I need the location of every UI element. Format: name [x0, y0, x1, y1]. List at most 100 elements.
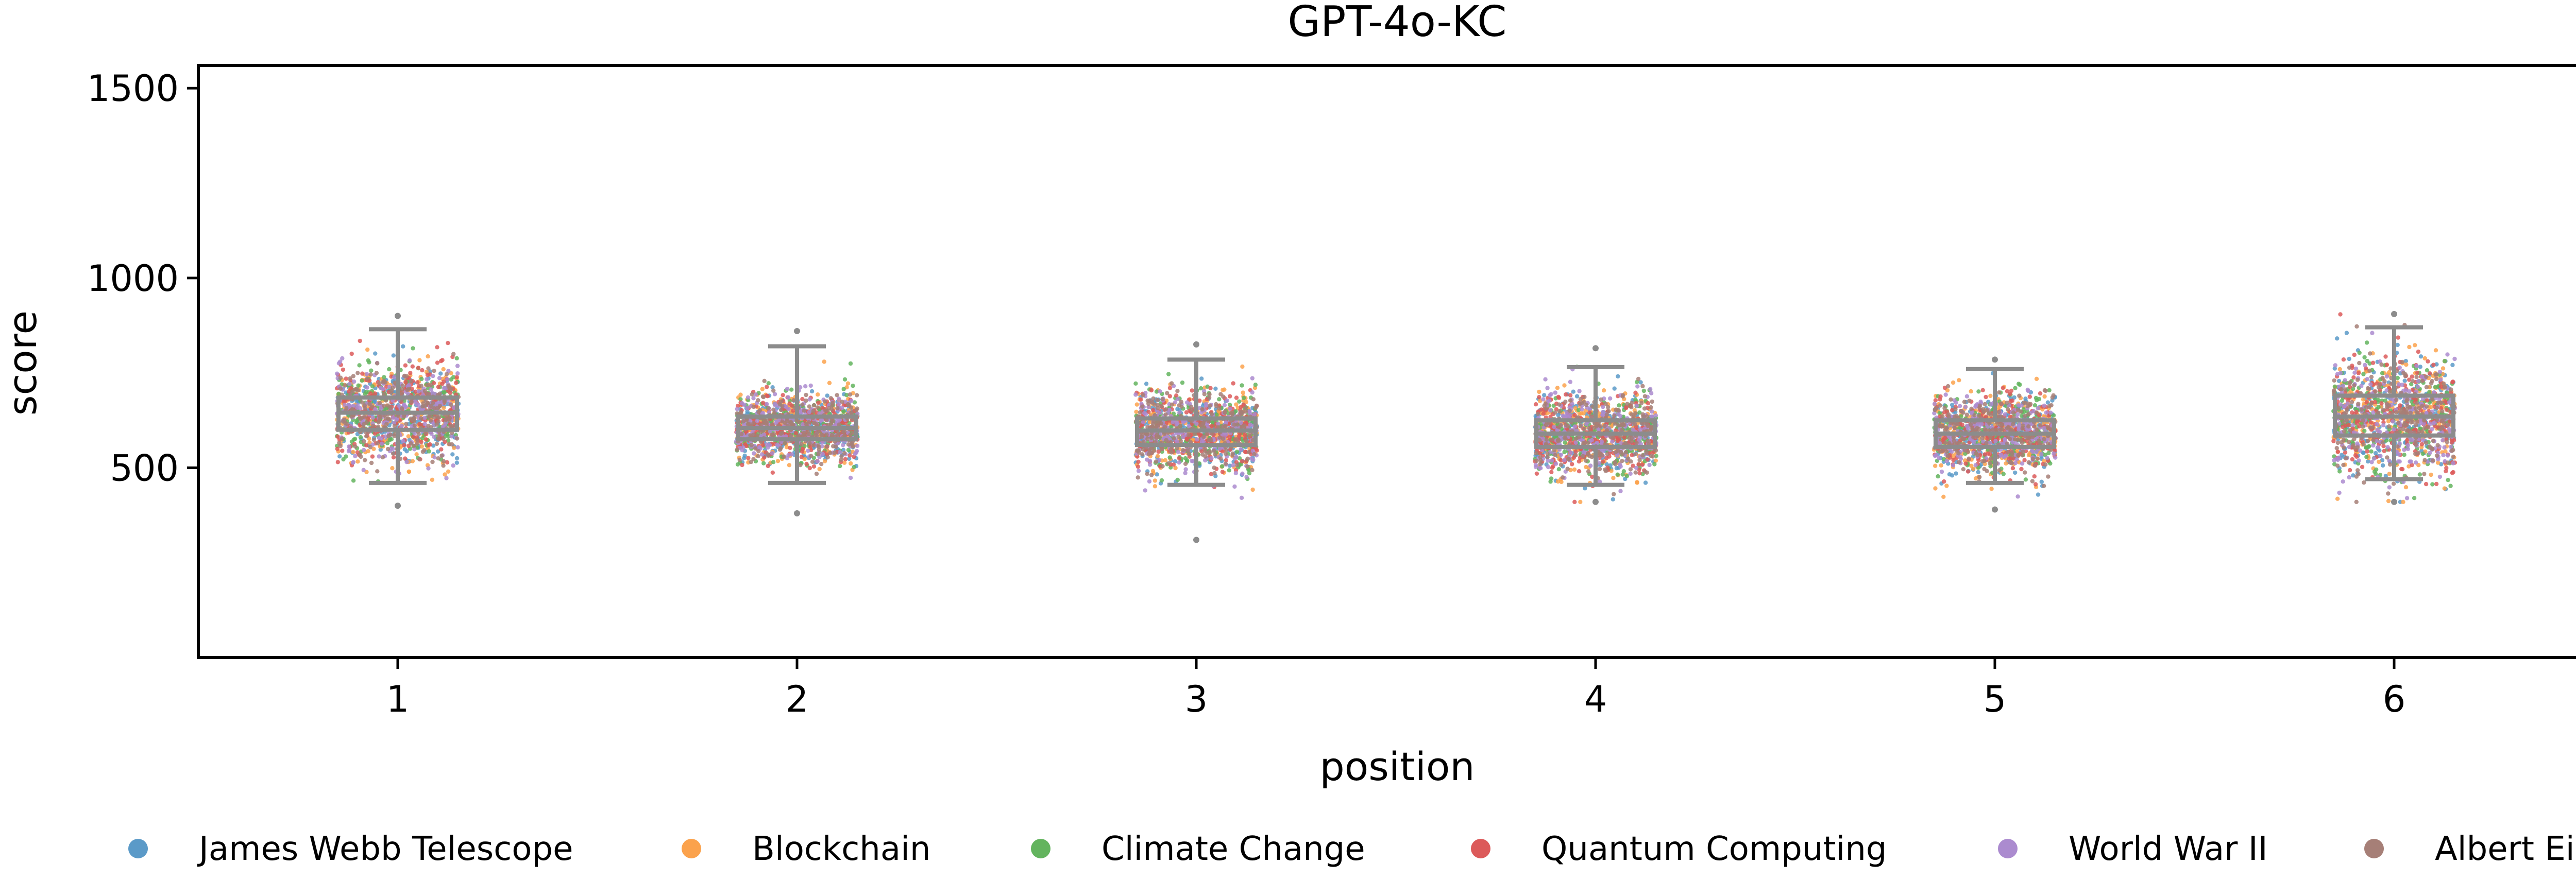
data-point: [343, 403, 347, 407]
data-point: [391, 353, 396, 358]
data-point: [437, 376, 442, 381]
data-point: [1250, 376, 1255, 381]
data-point: [445, 377, 450, 382]
data-point: [1139, 435, 1144, 439]
data-point: [446, 369, 451, 373]
data-point: [1584, 464, 1588, 470]
data-point: [449, 442, 454, 447]
data-point: [1611, 497, 1615, 502]
data-point: [412, 416, 416, 421]
data-point: [417, 358, 422, 363]
data-point: [416, 389, 421, 394]
data-point: [430, 401, 435, 405]
data-point: [449, 434, 454, 439]
data-point: [385, 446, 391, 452]
data-point: [452, 445, 456, 450]
data-point: [807, 465, 812, 471]
data-point: [1149, 388, 1154, 393]
data-point: [1633, 390, 1638, 395]
data-point: [420, 450, 425, 454]
data-point: [789, 452, 794, 457]
data-point: [802, 408, 806, 413]
data-point: [1217, 397, 1222, 402]
data-point: [1149, 473, 1154, 477]
data-point: [1251, 397, 1256, 402]
data-point: [381, 403, 386, 408]
data-point: [414, 452, 419, 457]
data-point: [1245, 464, 1250, 469]
data-point: [1217, 435, 1222, 440]
data-point: [403, 379, 408, 384]
data-point: [1160, 464, 1165, 469]
data-point: [343, 421, 348, 425]
data-point: [367, 402, 372, 406]
data-point: [410, 364, 415, 369]
data-point: [437, 415, 442, 420]
data-point: [444, 372, 449, 376]
data-point: [376, 420, 381, 425]
data-point: [1141, 393, 1145, 398]
data-point: [1154, 424, 1159, 429]
data-point: [1155, 454, 1160, 459]
data-point: [770, 433, 775, 438]
data-point: [351, 374, 355, 378]
data-point: [742, 456, 747, 460]
data-point: [387, 417, 392, 422]
data-point: [403, 363, 408, 368]
data-point: [436, 419, 441, 424]
data-point: [362, 439, 366, 444]
data-point: [1240, 409, 1245, 414]
data-point: [429, 383, 433, 387]
data-point: [1228, 406, 1232, 411]
data-point: [454, 456, 460, 461]
data-point: [439, 447, 444, 452]
data-point: [370, 404, 375, 409]
data-point: [444, 476, 449, 480]
data-point: [347, 382, 352, 386]
data-point: [766, 463, 770, 469]
data-point: [1136, 459, 1141, 464]
data-point: [1533, 402, 1538, 407]
data-point: [1136, 475, 1140, 480]
data-point: [1209, 412, 1214, 417]
data-point: [841, 443, 845, 447]
data-point: [355, 405, 360, 410]
data-point: [442, 390, 447, 395]
data-point: [827, 406, 832, 411]
data-point: [365, 347, 370, 352]
data-point: [817, 467, 822, 472]
data-point: [1563, 440, 1567, 445]
data-point: [810, 459, 815, 464]
data-point: [765, 419, 770, 423]
data-point: [404, 422, 409, 426]
data-point: [364, 420, 369, 425]
data-point: [1202, 392, 1207, 396]
data-point: [428, 442, 432, 447]
data-point: [1184, 437, 1190, 442]
data-point: [760, 452, 765, 457]
data-point: [770, 451, 775, 456]
data-point: [1177, 460, 1181, 465]
data-point: [436, 456, 440, 461]
data-point: [371, 423, 376, 428]
data-point: [349, 386, 354, 391]
data-point: [449, 430, 454, 436]
data-point: [1234, 455, 1239, 459]
data-point: [831, 401, 835, 405]
data-point: [387, 367, 392, 372]
data-point: [1140, 404, 1145, 409]
data-point: [454, 381, 459, 385]
data-point: [781, 393, 785, 398]
data-point: [1134, 409, 1139, 414]
data-point: [778, 408, 784, 412]
data-point: [1155, 433, 1160, 437]
data-point: [1179, 404, 1184, 409]
data-point: [756, 449, 761, 454]
data-point: [1587, 410, 1592, 415]
data-point: [392, 434, 397, 438]
data-point: [450, 452, 455, 457]
data-point: [377, 454, 381, 459]
data-point: [420, 368, 425, 373]
data-point: [432, 369, 436, 373]
data-point: [355, 459, 360, 464]
